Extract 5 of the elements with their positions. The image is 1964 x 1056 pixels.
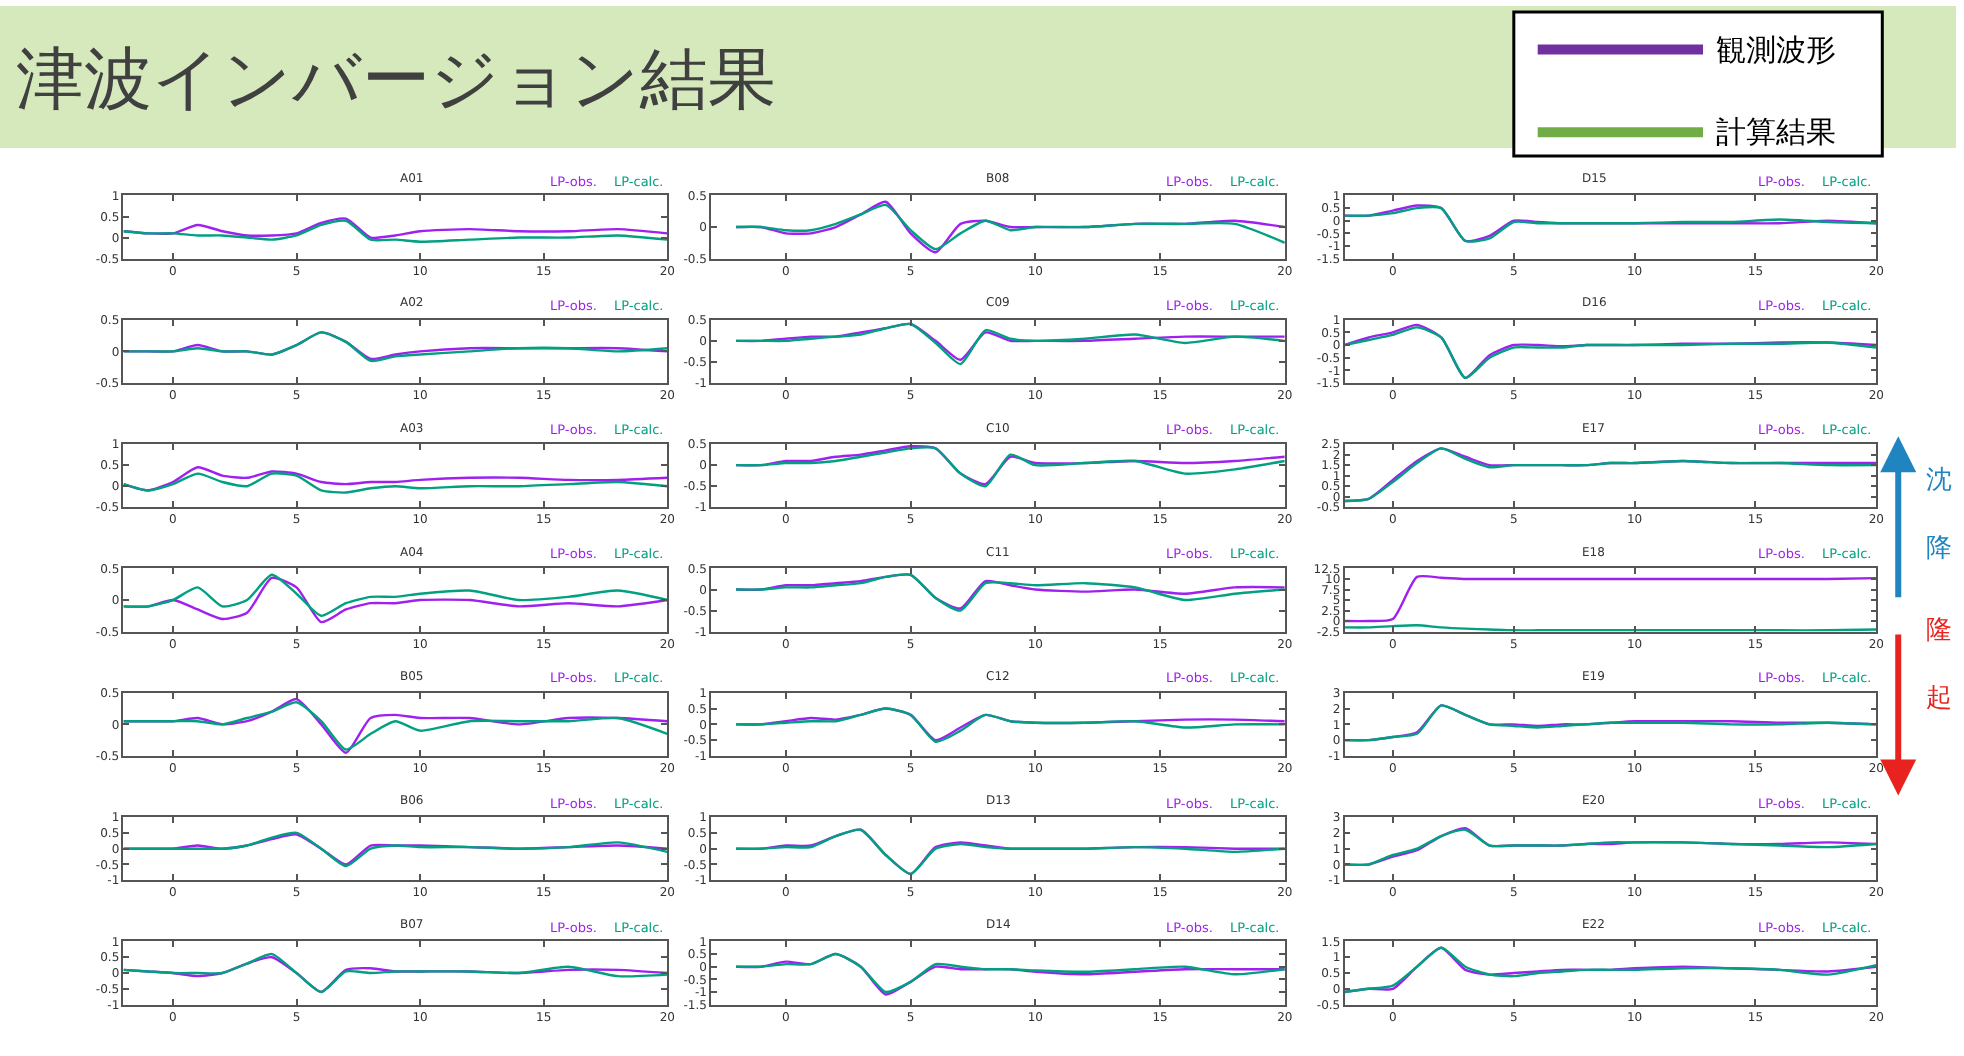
text: 津波インバージョン結果 bbox=[16, 40, 776, 120]
text: 観測波形 bbox=[1716, 32, 1836, 68]
text: 隆起 bbox=[1926, 616, 1952, 714]
text: 沈降 bbox=[1926, 466, 1952, 564]
text: 計算結果 bbox=[1716, 114, 1836, 150]
